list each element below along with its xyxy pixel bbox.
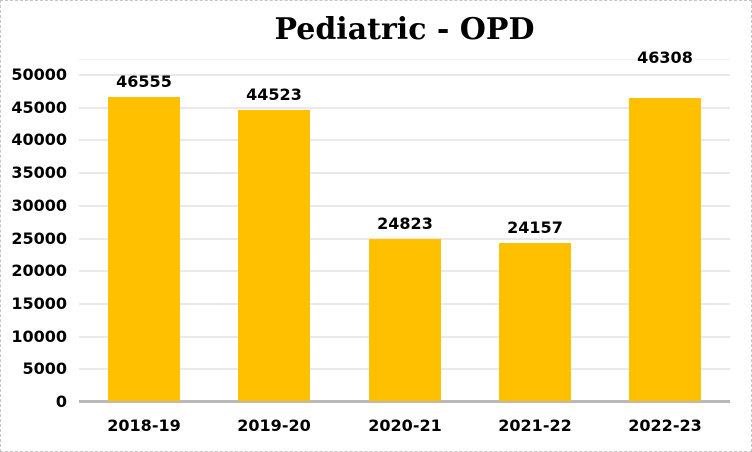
x-tick-label: 2022-23	[628, 416, 702, 435]
gridline	[79, 204, 730, 207]
bar	[108, 97, 180, 401]
bar	[499, 243, 571, 401]
x-tick-label: 2019-20	[237, 416, 311, 435]
y-tick-label: 5000	[22, 359, 67, 379]
gridline	[79, 237, 730, 240]
x-tick-label: 2021-22	[498, 416, 572, 435]
plot-top-border	[79, 59, 730, 60]
y-tick-label: 20000	[11, 261, 67, 281]
bar	[369, 239, 441, 401]
y-tick-label: 35000	[11, 163, 67, 183]
bar-data-label: 46555	[116, 72, 172, 91]
y-tick-label: 40000	[11, 130, 67, 150]
y-tick-label: 50000	[11, 65, 67, 84]
y-tick-label: 10000	[11, 326, 67, 346]
bar-data-label: 24157	[507, 218, 563, 237]
gridline	[79, 139, 730, 142]
y-tick-label: 0	[55, 392, 67, 411]
y-tick-label: 15000	[11, 293, 67, 313]
x-axis-line	[79, 400, 730, 403]
y-tick-label: 45000	[11, 97, 67, 117]
gridline	[79, 106, 730, 109]
bar	[629, 98, 701, 401]
bar	[238, 110, 310, 401]
bar-data-label: 24823	[377, 214, 433, 233]
y-tick-label: 30000	[11, 195, 67, 215]
gridline	[79, 172, 730, 175]
x-tick-label: 2018-19	[107, 416, 181, 435]
y-tick-label: 25000	[11, 228, 67, 248]
x-tick-label: 2020-21	[368, 416, 442, 435]
chart-title: Pediatric - OPD	[274, 12, 535, 47]
bar-data-label: 44523	[246, 85, 302, 104]
bar-data-label: 46308	[637, 48, 693, 67]
gridline	[79, 74, 730, 76]
